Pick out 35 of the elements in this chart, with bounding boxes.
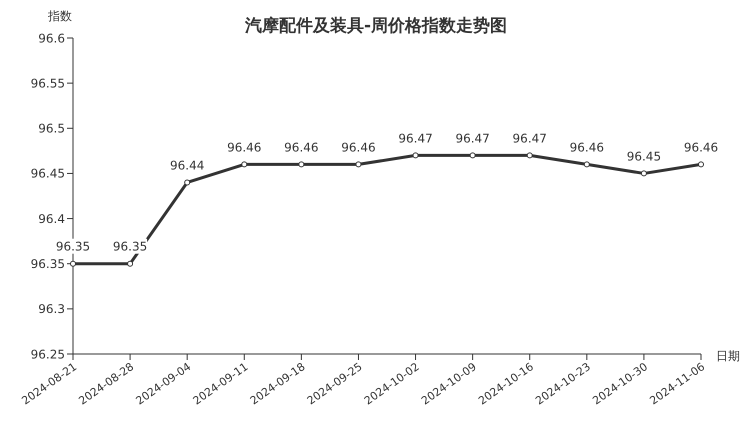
data-label: 96.35 — [112, 240, 148, 254]
y-tick-label: 96.3 — [38, 302, 65, 316]
data-label: 96.47 — [455, 131, 490, 146]
data-label: 96.44 — [170, 158, 204, 172]
point — [184, 179, 190, 186]
data-label: 96.35 — [56, 240, 90, 254]
point — [640, 170, 647, 176]
point — [241, 161, 248, 168]
point — [127, 260, 134, 267]
data-label: 96.46 — [570, 140, 604, 154]
y-tick-label: 96.6 — [38, 31, 65, 46]
data-label: 96.45 — [626, 149, 662, 164]
y-tick-label: 96.25 — [30, 347, 65, 362]
data-label: 96.47 — [398, 131, 433, 146]
y-tick-label: 96.45 — [30, 166, 65, 181]
point — [470, 152, 476, 158]
point — [698, 161, 704, 168]
data-label: 96.46 — [341, 140, 376, 154]
point — [355, 161, 362, 168]
y-tick-label: 96.55 — [30, 76, 65, 90]
point — [412, 152, 419, 158]
point — [70, 260, 76, 267]
chart-title: 汽摩配件及装具-周价格指数走势图 — [244, 16, 508, 36]
point — [298, 161, 304, 168]
point — [526, 152, 533, 158]
data-label: 96.46 — [227, 140, 262, 154]
x-axis-title: 日期 — [716, 348, 740, 365]
y-tick-label: 96.35 — [30, 256, 65, 271]
y-tick-label: 96.5 — [38, 122, 65, 136]
y-axis-title: 指数 — [48, 8, 72, 25]
data-label: 96.46 — [284, 140, 319, 154]
y-tick-label: 96.4 — [38, 212, 65, 226]
point — [584, 161, 590, 168]
data-label: 96.46 — [684, 140, 718, 154]
data-label: 96.47 — [512, 131, 547, 146]
